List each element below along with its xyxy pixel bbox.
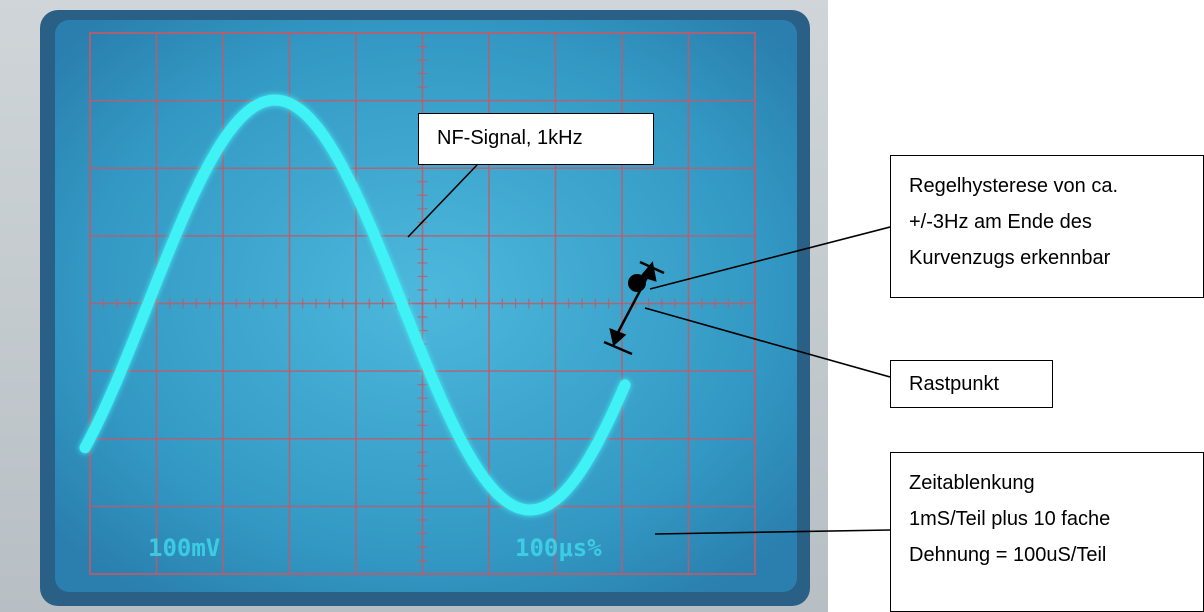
- readout-right: 100μs%: [515, 534, 602, 562]
- callout-rastpunkt-line: Rastpunkt: [909, 373, 1000, 395]
- rastpunkt-dot: [628, 274, 646, 292]
- callout-zeitablenkung-line: 1mS/Teil plus 10 fache: [909, 508, 1111, 530]
- callout-hysteresis: Regelhysterese von ca. +/-3Hz am Ende de…: [890, 155, 1204, 298]
- callout-signal: NF-Signal, 1kHz: [418, 113, 654, 165]
- callout-zeitablenkung: Zeitablenkung 1mS/Teil plus 10 fache Deh…: [890, 452, 1204, 612]
- hysteresis-marker: [603, 260, 665, 356]
- signal-trace: [79, 94, 631, 516]
- callout-zeitablenkung-line: Dehnung = 100uS/Teil: [909, 544, 1107, 566]
- callout-signal-line: NF-Signal, 1kHz: [437, 127, 583, 149]
- callout-rastpunkt: Rastpunkt: [890, 360, 1053, 408]
- callout-zeitablenkung-line: Zeitablenkung: [909, 472, 1035, 494]
- callout-hysteresis-line: Regelhysterese von ca.: [909, 175, 1119, 197]
- callout-hysteresis-line: +/-3Hz am Ende des: [909, 211, 1092, 233]
- leader-lines: [407, 164, 891, 535]
- callout-hysteresis-line: Kurvenzugs erkennbar: [909, 247, 1111, 269]
- readout-left: 100mV: [148, 534, 220, 562]
